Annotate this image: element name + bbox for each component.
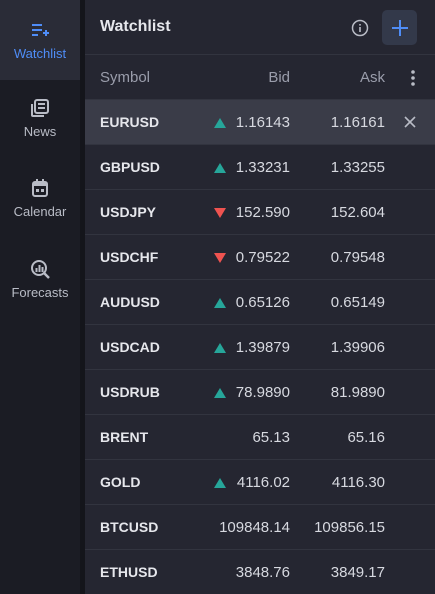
panel-header: Watchlist — [85, 0, 435, 55]
table-row[interactable]: GOLD 4116.02 4116.30 — [85, 460, 435, 505]
row-symbol: USDCAD — [100, 339, 160, 355]
row-symbol: GOLD — [100, 474, 141, 490]
sidebar-item-label: News — [23, 124, 57, 139]
row-ask: 65.16 — [347, 429, 385, 446]
column-bid[interactable]: Bid — [268, 69, 290, 86]
sidebar-item-forecasts[interactable]: Forecasts — [0, 259, 80, 300]
row-ask: 4116.30 — [331, 474, 385, 491]
arrow-up-icon — [214, 163, 226, 173]
add-symbol-button[interactable] — [382, 10, 417, 45]
row-bid: 152.590 — [235, 204, 290, 221]
arrow-up-icon — [214, 343, 226, 353]
column-symbol[interactable]: Symbol — [100, 69, 151, 86]
table-row[interactable]: USDCHF 0.79522 0.79548 — [85, 235, 435, 280]
row-symbol: GBPUSD — [100, 159, 160, 175]
row-ask: 109856.15 — [314, 519, 385, 536]
row-symbol: ETHUSD — [100, 564, 158, 580]
sidebar-item-label: Forecasts — [11, 285, 69, 300]
sidebar-item-calendar[interactable]: Calendar — [0, 178, 80, 219]
table-row[interactable]: EURUSD 1.16143 1.16161 — [85, 100, 435, 145]
sidebar-item-label: Calendar — [13, 204, 67, 219]
table-row[interactable]: USDRUB 78.9890 81.9890 — [85, 370, 435, 415]
row-symbol: USDRUB — [100, 384, 160, 400]
arrow-up-icon — [214, 298, 226, 308]
table-row[interactable]: AUDUSD 0.65126 0.65149 — [85, 280, 435, 325]
row-bid: 0.65126 — [235, 294, 290, 311]
close-icon[interactable] — [404, 116, 416, 128]
row-ask: 1.39906 — [330, 339, 385, 356]
info-icon[interactable] — [351, 19, 369, 37]
watchlist-add-icon — [32, 23, 49, 36]
arrow-down-icon — [214, 208, 226, 218]
row-ask: 3849.17 — [330, 564, 385, 581]
row-bid: 78.9890 — [235, 384, 290, 401]
column-ask[interactable]: Ask — [359, 69, 385, 86]
plus-icon — [391, 19, 408, 36]
row-ask: 1.33255 — [330, 159, 385, 176]
table-row[interactable]: USDJPY 152.590 152.604 — [85, 190, 435, 235]
sidebar-item-watchlist[interactable]: Watchlist — [0, 0, 80, 80]
arrow-up-icon — [214, 388, 226, 398]
table-row[interactable]: USDCAD 1.39879 1.39906 — [85, 325, 435, 370]
kebab-menu-icon[interactable] — [407, 69, 419, 87]
row-ask: 1.16161 — [330, 114, 385, 131]
row-bid: 1.33231 — [235, 159, 290, 176]
arrow-up-icon — [214, 118, 226, 128]
sidebar-item-label: Watchlist — [13, 45, 67, 61]
watchlist-table: EURUSD 1.16143 1.16161 GBPUSD 1.33231 1.33255… — [85, 100, 435, 594]
row-symbol: USDCHF — [100, 249, 159, 265]
panel-divider — [80, 0, 85, 594]
table-row[interactable]: GBPUSD 1.33231 1.33255 — [85, 145, 435, 190]
row-bid: 4116.02 — [236, 474, 290, 491]
news-icon — [31, 99, 49, 117]
row-ask: 0.65149 — [330, 294, 385, 311]
watchlist-panel: Watchlist Symbol Bid Ask EURUSD 1.16143 1.… — [85, 0, 435, 594]
arrow-down-icon — [214, 253, 226, 263]
row-bid: 3848.76 — [235, 564, 290, 581]
row-bid: 109848.14 — [219, 519, 290, 536]
table-row[interactable]: BRENT 65.13 65.16 — [85, 415, 435, 460]
sidebar-item-news[interactable]: News — [0, 98, 80, 139]
row-ask: 152.604 — [330, 204, 385, 221]
row-bid: 1.39879 — [235, 339, 290, 356]
column-header: Symbol Bid Ask — [85, 55, 435, 100]
row-symbol: USDJPY — [100, 204, 157, 220]
row-bid: 65.13 — [252, 429, 290, 446]
row-symbol: BRENT — [100, 429, 149, 445]
table-row[interactable]: BTCUSD 109848.14 109856.15 — [85, 505, 435, 550]
row-symbol: EURUSD — [100, 114, 160, 130]
row-bid: 0.79522 — [235, 249, 290, 266]
page-title: Watchlist — [100, 18, 171, 35]
row-symbol: AUDUSD — [100, 294, 160, 310]
arrow-up-icon — [214, 478, 226, 488]
sidebar: Watchlist News Calendar Forecasts — [0, 0, 80, 594]
row-symbol: BTCUSD — [100, 519, 159, 535]
row-bid: 1.16143 — [235, 114, 290, 131]
calendar-icon — [32, 179, 48, 197]
table-row[interactable]: ETHUSD 3848.76 3849.17 — [85, 550, 435, 594]
forecasts-icon — [31, 260, 50, 279]
row-ask: 81.9890 — [330, 384, 385, 401]
row-ask: 0.79548 — [330, 249, 385, 266]
